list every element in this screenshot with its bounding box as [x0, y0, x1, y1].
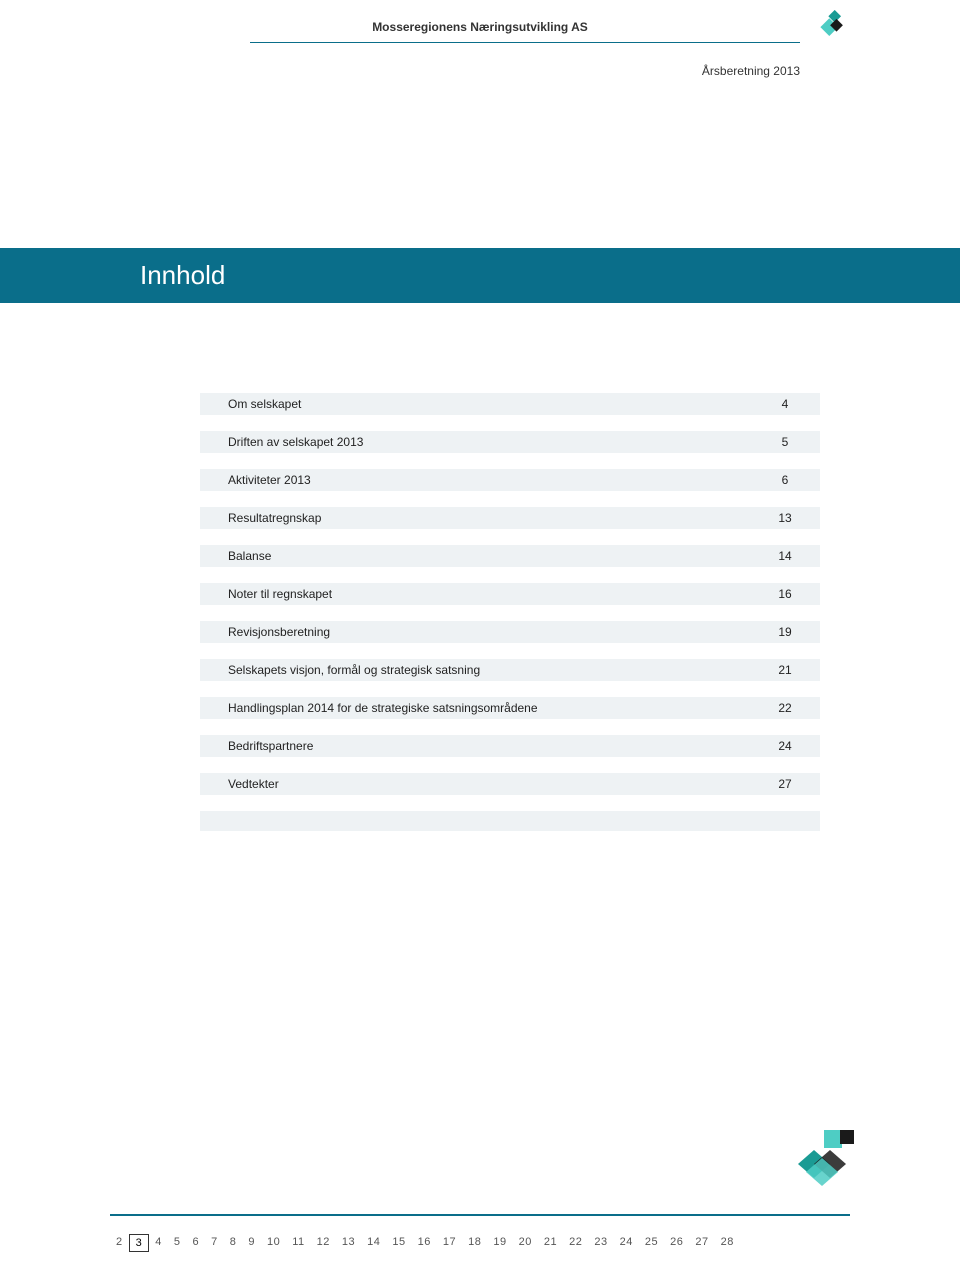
toc-label: Balanse — [200, 549, 750, 563]
toc-label: Driften av selskapet 2013 — [200, 435, 750, 449]
table-of-contents: Om selskapet4 Driften av selskapet 20135 A… — [200, 393, 820, 831]
toc-row-empty — [200, 811, 820, 831]
toc-page-number: 22 — [750, 701, 820, 715]
toc-row[interactable]: Om selskapet4 — [200, 393, 820, 415]
toc-page-number: 5 — [750, 435, 820, 449]
toc-page-number: 14 — [750, 549, 820, 563]
toc-page-number: 21 — [750, 663, 820, 677]
page-number: 13 — [336, 1234, 361, 1252]
toc-label: Vedtekter — [200, 777, 750, 791]
toc-label: Revisjonsberetning — [200, 625, 750, 639]
page-number: 26 — [664, 1234, 689, 1252]
toc-row[interactable]: Resultatregnskap13 — [200, 507, 820, 529]
toc-row[interactable]: Balanse14 — [200, 545, 820, 567]
toc-page-number: 16 — [750, 587, 820, 601]
page-number: 17 — [437, 1234, 462, 1252]
toc-page-number: 27 — [750, 777, 820, 791]
page-number: 19 — [487, 1234, 512, 1252]
toc-label: Selskapets visjon, formål og strategisk … — [200, 663, 750, 677]
page-number: 7 — [205, 1234, 224, 1252]
page-number: 6 — [187, 1234, 206, 1252]
footer-divider — [110, 1214, 850, 1216]
page-number: 5 — [168, 1234, 187, 1252]
toc-row[interactable]: Vedtekter27 — [200, 773, 820, 795]
logo-icon — [814, 10, 850, 46]
toc-page-number: 4 — [750, 397, 820, 411]
page-number: 8 — [224, 1234, 243, 1252]
toc-row[interactable]: Driften av selskapet 20135 — [200, 431, 820, 453]
header-divider — [250, 42, 800, 43]
page-number: 3 — [129, 1234, 150, 1252]
toc-label: Om selskapet — [200, 397, 750, 411]
year-label: Årsberetning 2013 — [0, 64, 960, 78]
page-number: 2 — [110, 1234, 129, 1252]
toc-row[interactable]: Handlingsplan 2014 for de strategiske sa… — [200, 697, 820, 719]
toc-page-number: 24 — [750, 739, 820, 753]
page-number: 22 — [563, 1234, 588, 1252]
page-number: 10 — [261, 1234, 286, 1252]
toc-label: Aktiviteter 2013 — [200, 473, 750, 487]
page-number: 18 — [462, 1234, 487, 1252]
toc-row[interactable]: Revisjonsberetning19 — [200, 621, 820, 643]
toc-row[interactable]: Noter til regnskapet16 — [200, 583, 820, 605]
section-title: Innhold — [0, 248, 960, 303]
toc-row[interactable]: Selskapets visjon, formål og strategisk … — [200, 659, 820, 681]
toc-label: Bedriftspartnere — [200, 739, 750, 753]
toc-page-number: 13 — [750, 511, 820, 525]
page-indicator: 2345678910111213141516171819202122232425… — [110, 1234, 850, 1252]
toc-label: Noter til regnskapet — [200, 587, 750, 601]
page-number: 23 — [588, 1234, 613, 1252]
toc-label: Handlingsplan 2014 for de strategiske sa… — [200, 701, 750, 715]
page-number: 24 — [614, 1234, 639, 1252]
page-number: 21 — [538, 1234, 563, 1252]
toc-row[interactable]: Bedriftspartnere24 — [200, 735, 820, 757]
page-number: 4 — [149, 1234, 168, 1252]
page-number: 28 — [715, 1234, 740, 1252]
page-number: 12 — [311, 1234, 336, 1252]
page-number: 15 — [386, 1234, 411, 1252]
logo-footer-icon — [780, 1126, 860, 1186]
page-number: 11 — [286, 1234, 310, 1252]
toc-row[interactable]: Aktiviteter 20136 — [200, 469, 820, 491]
page-number: 16 — [412, 1234, 437, 1252]
toc-page-number: 19 — [750, 625, 820, 639]
page-number: 25 — [639, 1234, 664, 1252]
page-number: 27 — [689, 1234, 714, 1252]
page-number: 20 — [513, 1234, 538, 1252]
toc-label: Resultatregnskap — [200, 511, 750, 525]
page-number: 9 — [242, 1234, 261, 1252]
page-number: 14 — [361, 1234, 386, 1252]
toc-page-number: 6 — [750, 473, 820, 487]
